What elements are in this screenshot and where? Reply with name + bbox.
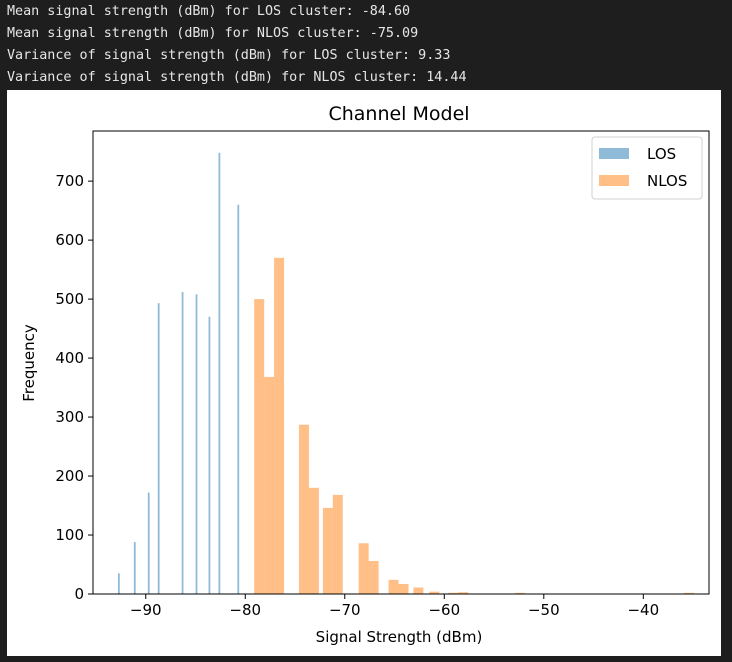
bars-layer [117, 152, 695, 594]
bar-los-3 [157, 303, 160, 594]
legend-swatch-los [599, 148, 629, 159]
y-tick-label: 500 [55, 290, 84, 308]
ticks-layer: −90 −80 −70 −60 −50 −40 0 100 200 300 400 500 600 700 [55, 172, 659, 619]
y-tick-label: 700 [55, 172, 84, 190]
bar-nlos-1 [264, 376, 275, 594]
bar-los-4 [181, 292, 184, 594]
x-tick-label: −80 [229, 601, 261, 619]
console-line-los-variance: Variance of signal strength (dBm) for LO… [7, 48, 451, 63]
console-line-los-mean: Mean signal strength (dBm) for LOS clust… [7, 4, 411, 19]
legend-swatch-nlos [599, 175, 629, 186]
y-tick-label: 0 [74, 585, 84, 603]
bar-nlos-9 [388, 579, 399, 594]
axes-frame [92, 130, 710, 595]
x-tick-label: −70 [329, 601, 361, 619]
legend: LOS NLOS [591, 136, 703, 200]
bar-nlos-14 [458, 592, 469, 594]
bar-los-2 [147, 492, 150, 594]
bar-nlos-16 [684, 592, 695, 594]
console-output: Mean signal strength (dBm) for LOS clust… [0, 0, 732, 90]
legend-label-nlos: NLOS [647, 172, 687, 190]
bar-nlos-5 [322, 507, 333, 594]
bar-nlos-6 [332, 494, 343, 594]
bar-nlos-15 [514, 592, 525, 594]
bar-los-7 [218, 152, 221, 594]
console-line-nlos-variance: Variance of signal strength (dBm) for NL… [7, 70, 467, 85]
console-line-nlos-mean: Mean signal strength (dBm) for NLOS clus… [7, 26, 419, 41]
x-tick-label: −50 [528, 601, 560, 619]
chart-figure: −90 −80 −70 −60 −50 −40 0 100 200 300 400 500 600 700… [7, 90, 721, 656]
x-tick-label: −40 [627, 601, 659, 619]
bar-nlos-8 [368, 560, 379, 594]
bar-nlos-2 [274, 257, 285, 594]
y-tick-label: 100 [55, 526, 84, 544]
bar-los-6 [208, 316, 211, 594]
chart-title: Channel Model [328, 103, 469, 125]
legend-label-los: LOS [647, 145, 676, 163]
bar-nlos-11 [413, 587, 424, 594]
bar-nlos-4 [308, 487, 319, 594]
bar-nlos-10 [398, 583, 409, 594]
y-tick-label: 300 [55, 408, 84, 426]
bar-nlos-13 [448, 592, 459, 594]
bar-nlos-12 [429, 591, 440, 594]
x-tick-label: −60 [428, 601, 460, 619]
histogram-chart: −90 −80 −70 −60 −50 −40 0 100 200 300 400 500 600 700… [20, 103, 710, 646]
bar-nlos-3 [298, 424, 309, 594]
bar-los-5 [195, 294, 198, 594]
bar-los-8 [237, 204, 240, 594]
y-tick-label: 600 [55, 231, 84, 249]
x-axis-label: Signal Strength (dBm) [316, 628, 483, 646]
y-tick-label: 200 [55, 467, 84, 485]
x-tick-label: −90 [130, 601, 162, 619]
y-axis-label: Frequency [20, 324, 38, 402]
bar-nlos-7 [358, 543, 369, 594]
y-tick-label: 400 [55, 349, 84, 367]
bar-nlos-0 [254, 299, 265, 594]
bar-los-0 [117, 573, 120, 594]
bar-los-1 [133, 542, 136, 594]
